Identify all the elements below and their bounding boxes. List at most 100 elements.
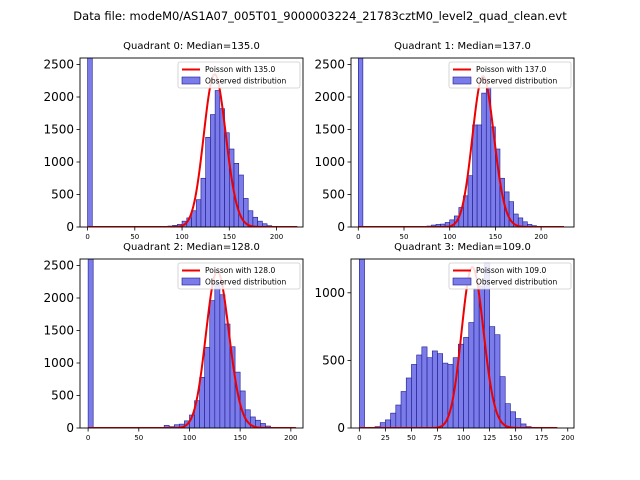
- histogram-bar: [510, 411, 516, 428]
- x-tick-label: 0: [86, 434, 90, 442]
- y-tick-label: 2000: [43, 291, 74, 305]
- histogram-bar: [468, 322, 475, 428]
- histogram-bar: [437, 353, 444, 428]
- chart-panel-1: Quadrant 1: Median=137.00500100015002000…: [314, 41, 575, 241]
- histogram-bar: [504, 403, 511, 428]
- y-tick-label: 0: [337, 421, 345, 435]
- x-tick-label: 50: [130, 233, 139, 241]
- legend-bar-swatch: [181, 277, 201, 286]
- y-tick-label: 2000: [43, 90, 74, 104]
- subplot-title: Quadrant 0: Median=135.0: [123, 41, 260, 52]
- histogram-bar: [260, 423, 266, 428]
- x-tick-label: 200: [284, 434, 297, 442]
- legend-label-fit: Poisson with 135.0: [205, 65, 275, 74]
- histogram-bar: [400, 391, 407, 428]
- x-tick-label: 0: [357, 434, 361, 442]
- legend-box: [448, 262, 572, 290]
- x-tick-label: 25: [381, 434, 390, 442]
- histogram-bar: [463, 337, 470, 428]
- subplot-title: Quadrant 2: Median=128.0: [123, 242, 260, 253]
- histogram-bar: [210, 114, 216, 227]
- legend-label-observed: Observed distribution: [476, 278, 557, 287]
- histogram-bar: [411, 364, 417, 428]
- legend-box: [177, 262, 301, 290]
- histogram-bar: [405, 377, 412, 428]
- chart-panel-0: Quadrant 0: Median=135.00500100015002000…: [43, 41, 304, 241]
- y-tick-label: 0: [66, 220, 74, 234]
- histogram-bar: [473, 288, 480, 428]
- x-tick-label: 125: [483, 434, 496, 442]
- legend-label-fit: Poisson with 109.0: [476, 266, 546, 275]
- y-tick-label: 0: [337, 220, 345, 234]
- legend: Poisson with 128.0 Observed distribution: [177, 262, 301, 290]
- histogram-bar: [515, 418, 522, 428]
- y-tick-label: 1500: [314, 123, 345, 137]
- poisson-fit-line: [87, 73, 298, 227]
- legend-box: [177, 61, 301, 89]
- legend-label-fit: Poisson with 137.0: [476, 65, 546, 74]
- histogram-bar: [481, 92, 487, 227]
- histogram-bar: [390, 412, 397, 428]
- y-tick-label: 1000: [314, 286, 345, 300]
- observed-bars: [359, 259, 532, 428]
- histogram-bar: [489, 326, 496, 428]
- legend: Poisson with 135.0 Observed distribution: [177, 61, 301, 89]
- histogram-bar: [467, 175, 473, 227]
- y-tick-label: 500: [51, 389, 74, 403]
- y-tick-label: 500: [322, 188, 345, 202]
- x-tick-label: 175: [535, 434, 548, 442]
- x-tick-label: 100: [183, 434, 196, 442]
- legend-bar-swatch: [181, 76, 201, 85]
- legend: Poisson with 137.0 Observed distribution: [448, 61, 572, 89]
- histogram-bar: [195, 199, 202, 227]
- x-tick-label: 50: [400, 233, 409, 241]
- legend-bar-swatch: [452, 76, 472, 85]
- x-tick-label: 0: [85, 233, 89, 241]
- y-tick-label: 1000: [43, 155, 74, 169]
- axes-frame: [350, 57, 575, 228]
- histogram-bar: [219, 294, 226, 428]
- legend-label-observed: Observed distribution: [205, 77, 286, 86]
- y-tick-label: 2500: [43, 58, 74, 72]
- y-tick-label: 1500: [43, 123, 74, 137]
- histogram-bar: [204, 347, 211, 428]
- histogram-bar: [87, 58, 93, 227]
- histogram-bar: [359, 259, 365, 428]
- x-tick-label: 0: [356, 233, 360, 241]
- histogram-bar: [416, 354, 423, 428]
- x-tick-label: 150: [489, 233, 502, 241]
- legend-box: [448, 61, 572, 89]
- y-tick-label: 0: [66, 421, 74, 435]
- histogram-bar: [426, 357, 433, 428]
- observed-bars: [87, 58, 277, 227]
- histogram-bar: [199, 376, 205, 428]
- y-tick-label: 500: [322, 353, 345, 367]
- histogram-bar: [520, 423, 527, 428]
- axes-frame: [79, 258, 304, 429]
- subplot-title: Quadrant 3: Median=109.0: [394, 242, 531, 253]
- histogram-bar: [200, 177, 206, 227]
- x-tick-label: 200: [270, 233, 283, 241]
- x-tick-label: 75: [433, 434, 442, 442]
- x-tick-label: 50: [134, 434, 143, 442]
- legend-label-fit: Poisson with 128.0: [205, 266, 275, 275]
- y-tick-label: 2000: [314, 90, 345, 104]
- x-tick-label: 100: [443, 233, 456, 241]
- histogram-bar: [395, 404, 402, 428]
- subplot-title: Quadrant 1: Median=137.0: [394, 41, 531, 52]
- y-tick-label: 1000: [43, 356, 74, 370]
- legend-bar-swatch: [452, 277, 472, 286]
- legend-label-observed: Observed distribution: [205, 278, 286, 287]
- histogram-bar: [214, 282, 221, 428]
- y-tick-label: 2500: [314, 58, 345, 72]
- poisson-fit-line: [88, 270, 296, 428]
- legend: Poisson with 109.0 Observed distribution: [448, 262, 572, 290]
- y-tick-label: 2500: [43, 259, 74, 273]
- histogram-bar: [214, 90, 221, 227]
- legend-label-observed: Observed distribution: [476, 77, 557, 86]
- axes-frame: [350, 258, 575, 429]
- y-tick-label: 1000: [314, 155, 345, 169]
- x-tick-label: 150: [509, 434, 522, 442]
- histogram-bar: [476, 124, 482, 227]
